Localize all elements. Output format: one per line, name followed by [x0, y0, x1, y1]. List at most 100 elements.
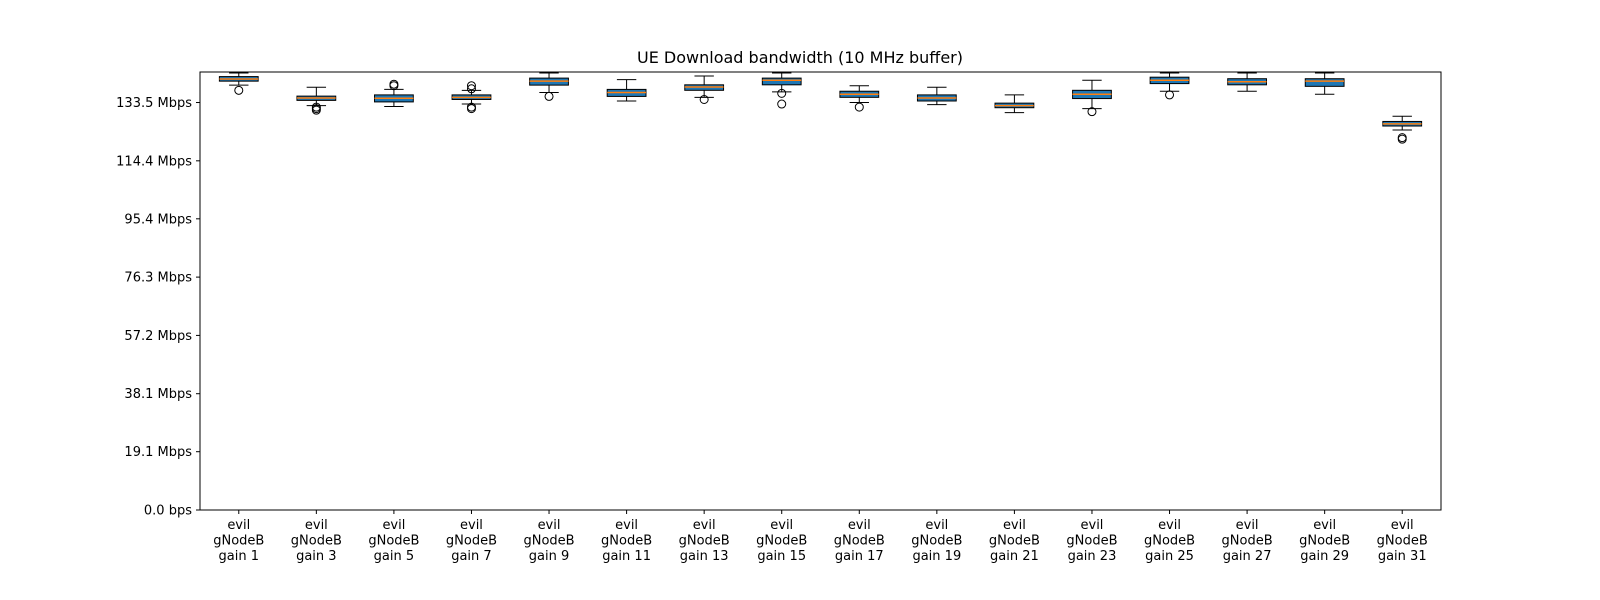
x-tick-label: evil gNodeB gain 7	[446, 518, 497, 564]
box-group	[296, 86, 337, 115]
x-tick-label: evil gNodeB gain 3	[291, 518, 342, 564]
x-tick-label-line: evil	[1158, 518, 1181, 533]
box-group	[994, 94, 1035, 114]
box-group	[1149, 72, 1190, 100]
x-tick-label-line: gain 5	[374, 549, 414, 564]
x-tick-label: evil gNodeB gain 5	[368, 518, 419, 564]
box-group	[218, 72, 259, 95]
x-tick-label: evil gNodeB gain 17	[834, 518, 885, 564]
x-tick-label: evil gNodeB gain 1	[213, 518, 264, 564]
x-tick-label-line: gain 7	[451, 549, 491, 564]
x-tick-label-line: gNodeB	[523, 534, 574, 549]
outlier-point	[1397, 133, 1407, 143]
x-tick-label-line: gain 17	[835, 549, 884, 564]
x-tick-label-line: gain 29	[1300, 549, 1349, 564]
y-tick-label: 95.4 Mbps	[124, 212, 192, 227]
y-tick-label: 38.1 Mbps	[124, 387, 192, 402]
x-tick-label-line: gNodeB	[989, 534, 1040, 549]
x-tick-label-line: evil	[848, 518, 871, 533]
x-tick-label-line: gNodeB	[446, 534, 497, 549]
x-tick-label-line: gNodeB	[834, 534, 885, 549]
box-group	[916, 86, 957, 106]
x-tick-label: evil gNodeB gain 9	[523, 518, 574, 564]
x-tick-label-line: gain 15	[757, 549, 806, 564]
x-tick-label-line: gain 11	[602, 549, 651, 564]
outlier-point	[389, 79, 399, 89]
box-group	[761, 72, 802, 109]
box-group	[606, 79, 647, 102]
outlier-point	[544, 91, 554, 101]
x-tick-label-line: gNodeB	[368, 534, 419, 549]
x-tick-label-line: gNodeB	[1144, 534, 1195, 549]
x-tick-label-line: gNodeB	[756, 534, 807, 549]
x-tick-label: evil gNodeB gain 15	[756, 518, 807, 564]
box-group	[451, 81, 492, 114]
outlier-point	[466, 104, 476, 114]
x-tick-label-line: gNodeB	[1066, 534, 1117, 549]
outlier-point	[1087, 107, 1097, 117]
x-tick-label-line: gNodeB	[911, 534, 962, 549]
outlier-point	[1165, 90, 1175, 100]
x-tick-label-line: gain 3	[296, 549, 336, 564]
x-tick-label-line: evil	[382, 518, 405, 533]
x-tick-label-line: gain 1	[219, 549, 259, 564]
x-tick-label: evil gNodeB gain 21	[989, 518, 1040, 564]
x-tick-label-line: evil	[538, 518, 561, 533]
x-tick-label: evil gNodeB gain 19	[911, 518, 962, 564]
y-tick-label: 76.3 Mbps	[124, 271, 192, 286]
box-group	[684, 75, 725, 104]
boxes-layer	[218, 72, 1423, 144]
outlier-point	[777, 88, 787, 98]
x-tick-label: evil gNodeB gain 29	[1299, 518, 1350, 564]
outlier-point	[777, 99, 787, 109]
x-tick-label-line: gain 9	[529, 549, 569, 564]
x-tick-label-line: gain 23	[1068, 549, 1117, 564]
box-group	[1304, 72, 1345, 95]
x-tick-label-line: evil	[615, 518, 638, 533]
chart-title: UE Download bandwidth (10 MHz buffer)	[637, 48, 963, 67]
x-tick-label-line: gNodeB	[213, 534, 264, 549]
x-tick-label: evil gNodeB gain 13	[679, 518, 730, 564]
box-group	[839, 85, 880, 112]
y-axis: 0.0 bps 19.1 Mbps 38.1 Mbps 57.2 Mbps 76.3 M…	[116, 96, 200, 519]
outlier-point	[854, 102, 864, 112]
x-tick-label-line: evil	[1313, 518, 1336, 533]
box-group	[1072, 79, 1112, 117]
y-tick-label: 19.1 Mbps	[124, 445, 192, 460]
y-tick-label: 133.5 Mbps	[116, 96, 192, 111]
y-tick-label: 57.2 Mbps	[124, 329, 192, 344]
x-tick-label-line: evil	[1003, 518, 1026, 533]
x-tick-label-line: gain 13	[680, 549, 729, 564]
plot-frame	[199, 71, 1442, 511]
x-tick-label-line: gain 21	[990, 549, 1039, 564]
x-tick-label-line: evil	[1236, 518, 1259, 533]
x-tick-label: evil gNodeB gain 27	[1222, 518, 1273, 564]
x-tick-label-line: gain 19	[912, 549, 961, 564]
x-tick-label-line: gNodeB	[1377, 534, 1428, 549]
x-tick-label-line: evil	[460, 518, 483, 533]
x-tick-label-line: gNodeB	[679, 534, 730, 549]
x-tick-label-line: evil	[925, 518, 948, 533]
x-tick-label-line: evil	[305, 518, 328, 533]
x-tick-label-line: gNodeB	[1222, 534, 1273, 549]
box-group	[374, 79, 414, 107]
x-tick-label: evil gNodeB gain 31	[1377, 518, 1428, 564]
x-tick-label-line: gNodeB	[1299, 534, 1350, 549]
y-tick-label: 114.4 Mbps	[116, 154, 192, 169]
box-group	[1227, 72, 1267, 92]
x-tick-label: evil gNodeB gain 25	[1144, 518, 1195, 564]
x-tick-label-line: evil	[693, 518, 716, 533]
x-tick-label-line: gain 31	[1378, 549, 1427, 564]
x-tick-label-line: gain 27	[1223, 549, 1272, 564]
x-tick-label-line: evil	[227, 518, 250, 533]
x-tick-label-line: gNodeB	[291, 534, 342, 549]
x-tick-label-line: gain 25	[1145, 549, 1194, 564]
outlier-point	[466, 81, 476, 91]
x-tick-label-line: evil	[1081, 518, 1104, 533]
y-tick-label: 0.0 bps	[144, 504, 192, 519]
box-iqr	[761, 77, 802, 86]
box-group	[529, 72, 569, 101]
